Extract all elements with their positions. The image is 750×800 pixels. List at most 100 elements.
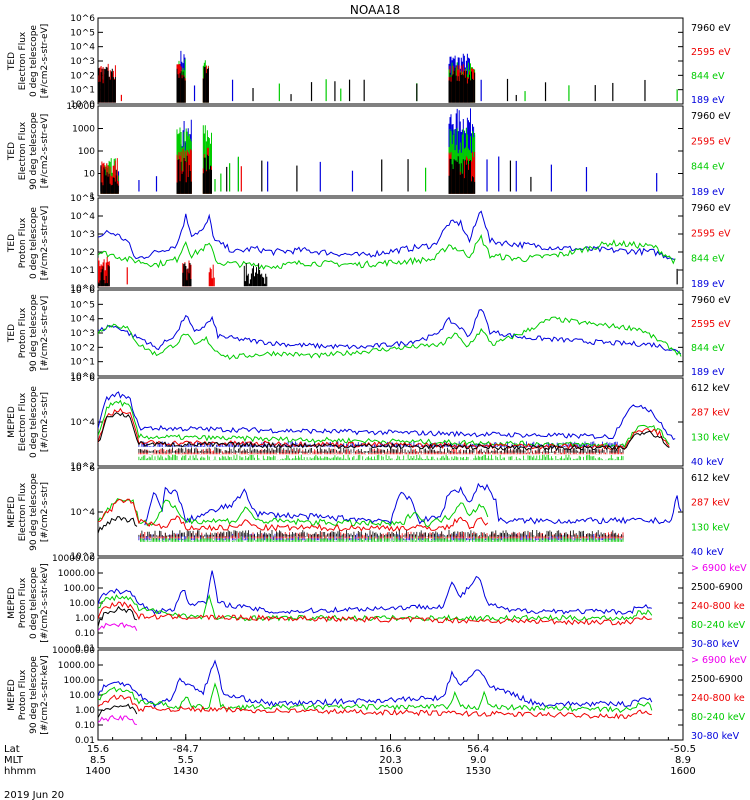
y-axis-label-line: TED: [7, 234, 17, 253]
series-30-80-kev: [98, 570, 652, 616]
y-tick-label: 10^1: [70, 86, 95, 96]
y-tick-label: 100: [78, 147, 95, 157]
series-line: [98, 316, 682, 361]
plot-title: NOAA18: [350, 3, 400, 17]
panel-3: 10^0 10^1 10^2 10^3 10^4 10^5 TED Proton Flux 0 …: [7, 194, 731, 294]
y-tick-label: 10000: [66, 102, 95, 112]
y-tick-label: 10^0: [70, 284, 95, 294]
series-group: [98, 210, 678, 287]
panel-frame: [97, 467, 684, 557]
y-tick-label: 10^3: [70, 57, 95, 67]
series-7960-ev: [98, 66, 646, 103]
y-axis-label-line: 0 deg telescope: [29, 25, 39, 97]
series-burst: [202, 66, 209, 103]
series-2500-6900: [98, 703, 138, 718]
series-240-800-ke: [98, 694, 652, 720]
series-line: [98, 399, 670, 449]
series-burst: [182, 263, 192, 287]
series-noise: [138, 531, 624, 539]
y-tick-label: 1.00: [75, 614, 95, 624]
y-tick-label: 10^6: [70, 464, 95, 474]
series-844-ev: [98, 234, 676, 270]
y-tick-label: 10: [84, 170, 96, 180]
x-tick-mlt: 8.5: [90, 755, 106, 766]
legend-entry: 287 keV: [691, 408, 730, 419]
date-label: 2019 Jun 20: [4, 790, 64, 800]
legend-entry: 2500-6900: [691, 582, 743, 593]
series-line: [98, 234, 676, 270]
legend-entry: 2500-6900: [691, 674, 743, 685]
series-line: [144, 482, 682, 526]
y-axis-label-line: MEPED: [7, 406, 17, 438]
y-axis-label-line: MEPED: [7, 496, 17, 528]
series-2595-ev: [98, 63, 476, 103]
x-tick-hhmm: 1530: [466, 766, 491, 777]
series-burst: [448, 156, 476, 194]
y-tick-label: 10.00: [69, 691, 95, 701]
legend-entry: 2595 eV: [691, 47, 731, 58]
legend-entry: 2595 eV: [691, 136, 731, 147]
legend-entry: 7960 eV: [691, 111, 731, 122]
y-tick-label: 10^6: [70, 374, 95, 384]
y-axis-label-line: Electron Flux: [18, 31, 28, 90]
y-tick-label: 0.01: [75, 736, 95, 746]
y-tick-label: 1000: [72, 125, 95, 135]
y-axis-label-line: Proton Flux: [18, 217, 28, 268]
panel-7: 0.01 0.10 1.00 10.00 100.00 1000.00 10000.00 ME…: [7, 554, 747, 654]
panel-frame: [97, 557, 684, 649]
panel-frame: [97, 197, 684, 289]
y-axis-label-line: TED: [7, 52, 17, 71]
series-130-kev: [98, 399, 670, 461]
x-tick-hhmm: 1430: [173, 766, 198, 777]
series-burst: [243, 263, 268, 287]
series-noise: [138, 533, 624, 541]
x-row-label: MLT: [4, 755, 24, 766]
y-axis-label-line: [#/cm2-s-str-eV]: [40, 114, 50, 189]
series-group: [98, 309, 682, 361]
series-line: [98, 516, 138, 534]
panel-8: 0.01 0.10 1.00 10.00 100.00 1000.00 10000.00 ME…: [7, 646, 747, 746]
y-axis-label-line: TED: [7, 142, 17, 161]
y-axis-label-line: Proton Flux: [18, 669, 28, 720]
y-tick-label: 10^4: [70, 315, 95, 325]
series-line: [98, 391, 676, 441]
y-axis-label-line: 90 deg telescope: [29, 112, 39, 190]
series--6900-kev: [98, 714, 137, 726]
y-tick-label: 0.01: [75, 644, 95, 654]
series-line: [98, 412, 670, 452]
y-axis-label-line: 90 deg telescope: [29, 656, 39, 734]
y-axis-label-line: [#/cm2-s-str]: [40, 392, 50, 452]
legend-entry: 612 keV: [691, 473, 730, 484]
legend-entry: 80-240 keV: [691, 712, 746, 723]
series-2500-6900: [98, 605, 137, 627]
y-tick-label: 1000.00: [58, 569, 95, 579]
legend-entry: 2595 eV: [691, 228, 731, 239]
series-burst: [98, 265, 110, 287]
y-tick-label: 10^0: [70, 372, 95, 382]
y-tick-label: 10^1: [70, 266, 95, 276]
y-tick-label: 10.00: [69, 599, 95, 609]
series-group: [98, 570, 653, 631]
x-tick-mlt: 20.3: [379, 755, 401, 766]
series-group: [98, 482, 682, 543]
series-line: [98, 601, 652, 626]
x-tick-mlt: 8.9: [675, 755, 691, 766]
series-7960-ev: [100, 154, 532, 194]
series-burst: [100, 165, 119, 194]
legend-entry: 240-800 ke: [691, 601, 745, 612]
legend-entry: 30-80 keV: [691, 639, 740, 650]
legend-entry: 612 keV: [691, 383, 730, 394]
series-line: [98, 714, 137, 726]
x-tick-mlt: 9.0: [470, 755, 486, 766]
series-189-ev: [98, 210, 676, 260]
y-tick-label: 10^4: [70, 212, 95, 222]
y-axis-label-line: 0 deg telescope: [29, 567, 39, 639]
y-tick-label: 10^3: [70, 329, 95, 339]
series-240-800-ke: [98, 601, 652, 626]
series-7960-ev: [98, 263, 678, 287]
series-noise: [138, 447, 624, 454]
y-tick-label: 10^6: [70, 286, 95, 296]
y-axis-label-line: Electron Flux: [18, 482, 28, 541]
y-axis-label-line: [#/cm2-s-str-eV]: [40, 24, 50, 99]
